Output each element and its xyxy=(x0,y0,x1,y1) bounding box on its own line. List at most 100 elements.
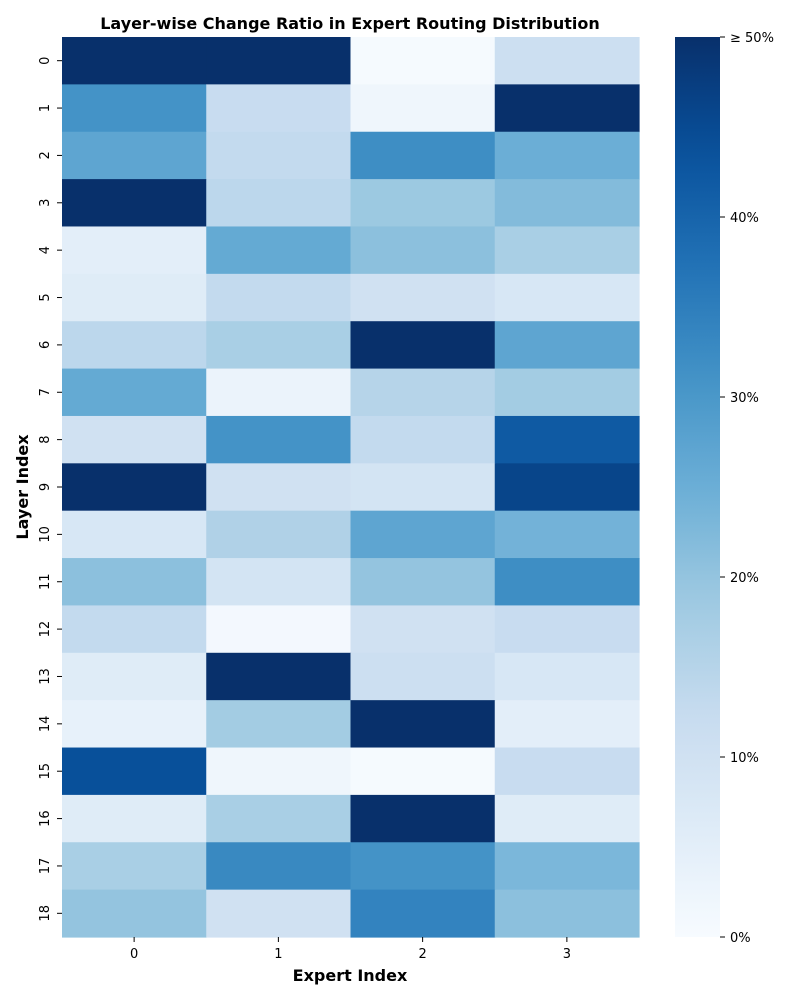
x-tick-label: 3 xyxy=(563,947,571,962)
heatmap-cell-layer-7-expert-3 xyxy=(494,368,640,417)
y-tick-label: 12 xyxy=(38,621,53,638)
heatmap-cell-layer-16-expert-3 xyxy=(494,794,640,843)
heatmap-cell-layer-14-expert-1 xyxy=(206,700,352,749)
x-tick-label: 0 xyxy=(130,947,138,962)
colorbar-tick-label: 30% xyxy=(730,391,759,406)
heatmap-cell-layer-7-expert-2 xyxy=(350,368,496,417)
y-tick-label: 6 xyxy=(38,341,53,349)
heatmap-cell-layer-9-expert-2 xyxy=(350,463,496,512)
x-tick-label: 2 xyxy=(418,947,426,962)
heatmap-cell-layer-4-expert-3 xyxy=(494,226,640,275)
heatmap-cell-layer-0-expert-0 xyxy=(62,37,207,85)
heatmap-cell-layer-7-expert-1 xyxy=(206,368,352,417)
heatmap-cell-layer-0-expert-1 xyxy=(206,37,352,85)
heatmap-cell-layer-10-expert-0 xyxy=(62,510,207,559)
heatmap-cells xyxy=(62,37,640,938)
heatmap-cell-layer-18-expert-0 xyxy=(62,889,207,938)
y-tick-label: 8 xyxy=(38,435,53,443)
y-tick-label: 10 xyxy=(38,526,53,543)
heatmap-cell-layer-8-expert-3 xyxy=(494,415,640,464)
heatmap-cell-layer-9-expert-3 xyxy=(494,463,640,512)
colorbar-ticks: 0% 10% 20% 30% 40% ≥ 50% xyxy=(720,31,774,946)
heatmap-cell-layer-15-expert-3 xyxy=(494,747,640,796)
x-axis-ticks: 0 1 2 3 xyxy=(130,937,571,962)
heatmap-cell-layer-8-expert-1 xyxy=(206,415,352,464)
y-tick-label: 2 xyxy=(38,151,53,159)
colorbar-tick-label: 20% xyxy=(730,571,759,586)
heatmap-cell-layer-6-expert-2 xyxy=(350,321,496,370)
heatmap-cell-layer-17-expert-1 xyxy=(206,842,352,891)
y-axis-label: Layer Index xyxy=(13,434,32,540)
heatmap-cell-layer-17-expert-2 xyxy=(350,842,496,891)
y-tick-label: 1 xyxy=(38,104,53,112)
heatmap-cell-layer-2-expert-1 xyxy=(206,131,352,180)
heatmap-cell-layer-9-expert-0 xyxy=(62,463,207,512)
y-tick-label: 3 xyxy=(38,199,53,207)
heatmap-cell-layer-10-expert-3 xyxy=(494,510,640,559)
heatmap-cell-layer-0-expert-3 xyxy=(494,37,640,85)
heatmap-cell-layer-10-expert-2 xyxy=(350,510,496,559)
heatmap-cell-layer-12-expert-1 xyxy=(206,605,352,654)
heatmap-cell-layer-11-expert-0 xyxy=(62,558,207,607)
heatmap-cell-layer-3-expert-3 xyxy=(494,179,640,228)
x-axis-label: Expert Index xyxy=(293,966,408,985)
heatmap-cell-layer-18-expert-3 xyxy=(494,889,640,938)
heatmap-cell-layer-3-expert-1 xyxy=(206,179,352,228)
heatmap-cell-layer-14-expert-0 xyxy=(62,700,207,749)
heatmap-cell-layer-12-expert-3 xyxy=(494,605,640,654)
heatmap-cell-layer-3-expert-2 xyxy=(350,179,496,228)
heatmap-cell-layer-12-expert-2 xyxy=(350,605,496,654)
heatmap-cell-layer-2-expert-0 xyxy=(62,131,207,180)
heatmap-cell-layer-8-expert-2 xyxy=(350,415,496,464)
heatmap-cell-layer-5-expert-0 xyxy=(62,273,207,322)
heatmap-cell-layer-11-expert-3 xyxy=(494,558,640,607)
heatmap-cell-layer-0-expert-2 xyxy=(350,37,496,85)
heatmap-cell-layer-11-expert-2 xyxy=(350,558,496,607)
heatmap-cell-layer-18-expert-2 xyxy=(350,889,496,938)
heatmap-cell-layer-15-expert-1 xyxy=(206,747,352,796)
y-tick-label: 18 xyxy=(38,905,53,922)
heatmap-cell-layer-15-expert-0 xyxy=(62,747,207,796)
heatmap-cell-layer-1-expert-1 xyxy=(206,84,352,133)
colorbar-tick-label: 10% xyxy=(730,751,759,766)
heatmap-cell-layer-14-expert-3 xyxy=(494,700,640,749)
heatmap-cell-layer-6-expert-3 xyxy=(494,321,640,370)
heatmap-cell-layer-7-expert-0 xyxy=(62,368,207,417)
heatmap-cell-layer-2-expert-3 xyxy=(494,131,640,180)
y-tick-label: 0 xyxy=(38,57,53,65)
heatmap-cell-layer-18-expert-1 xyxy=(206,889,352,938)
heatmap-cell-layer-5-expert-2 xyxy=(350,273,496,322)
heatmap-cell-layer-12-expert-0 xyxy=(62,605,207,654)
x-tick-label: 1 xyxy=(274,947,282,962)
heatmap-cell-layer-6-expert-0 xyxy=(62,321,207,370)
y-tick-label: 17 xyxy=(38,858,53,875)
colorbar: 0% 10% 20% 30% 40% ≥ 50% xyxy=(675,31,774,946)
heatmap-cell-layer-4-expert-0 xyxy=(62,226,207,275)
heatmap-cell-layer-17-expert-3 xyxy=(494,842,640,891)
colorbar-tick-label: ≥ 50% xyxy=(730,31,774,46)
heatmap-cell-layer-16-expert-1 xyxy=(206,794,352,843)
heatmap-cell-layer-5-expert-3 xyxy=(494,273,640,322)
heatmap-cell-layer-14-expert-2 xyxy=(350,700,496,749)
y-tick-label: 16 xyxy=(38,810,53,827)
colorbar-tick-label: 0% xyxy=(730,931,751,946)
colorbar-gradient xyxy=(675,37,720,937)
y-tick-label: 14 xyxy=(38,716,53,733)
y-tick-label: 13 xyxy=(38,668,53,685)
heatmap-cell-layer-13-expert-0 xyxy=(62,652,207,701)
y-tick-label: 7 xyxy=(38,388,53,396)
heatmap-cell-layer-9-expert-1 xyxy=(206,463,352,512)
y-tick-label: 11 xyxy=(38,573,53,590)
heatmap-cell-layer-8-expert-0 xyxy=(62,415,207,464)
heatmap-cell-layer-4-expert-2 xyxy=(350,226,496,275)
heatmap-cell-layer-6-expert-1 xyxy=(206,321,352,370)
heatmap-cell-layer-10-expert-1 xyxy=(206,510,352,559)
heatmap-cell-layer-13-expert-1 xyxy=(206,652,352,701)
heatmap-cell-layer-13-expert-2 xyxy=(350,652,496,701)
heatmap-cell-layer-4-expert-1 xyxy=(206,226,352,275)
heatmap-cell-layer-16-expert-0 xyxy=(62,794,207,843)
y-tick-label: 15 xyxy=(38,763,53,780)
heatmap-cell-layer-11-expert-1 xyxy=(206,558,352,607)
